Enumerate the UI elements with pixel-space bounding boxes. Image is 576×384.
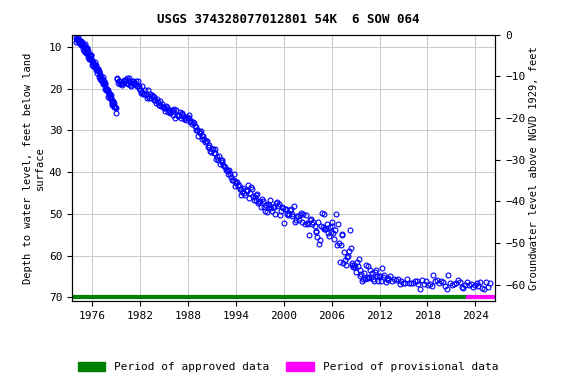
Text: USGS 374328077012801 54K  6 SOW 064: USGS 374328077012801 54K 6 SOW 064	[157, 13, 419, 26]
Y-axis label: Groundwater level above NGVD 1929, feet: Groundwater level above NGVD 1929, feet	[529, 46, 540, 290]
Legend: Period of approved data, Period of provisional data: Period of approved data, Period of provi…	[73, 357, 503, 377]
Y-axis label: Depth to water level, feet below land
surface: Depth to water level, feet below land su…	[23, 52, 44, 284]
